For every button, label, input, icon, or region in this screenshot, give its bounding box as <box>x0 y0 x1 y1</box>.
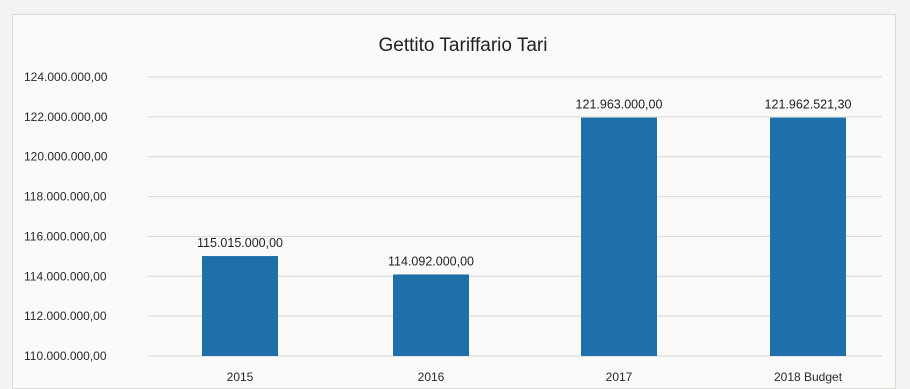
y-axis: 110.000.000,00 112.000.000,00 114.000.000,… <box>24 70 108 363</box>
y-tick-label: 114.000.000,00 <box>24 269 107 283</box>
y-tick-label: 116.000.000,00 <box>24 229 107 243</box>
bar <box>770 117 846 357</box>
bars <box>202 117 846 357</box>
chart-title: Gettito Tariffario Tari <box>379 35 548 56</box>
y-tick-label: 110.000.000,00 <box>24 349 107 363</box>
data-label: 121.962.521,30 <box>765 98 852 112</box>
data-labels: 115.015.000,00 114.092.000,00 121.963.000,… <box>197 98 851 269</box>
bar <box>581 117 657 356</box>
y-tick-label: 122.000.000,00 <box>24 110 108 124</box>
x-tick-label: 2017 <box>606 370 633 384</box>
y-tick-label: 118.000.000,00 <box>24 190 107 204</box>
data-label: 121.963.000,00 <box>576 98 663 112</box>
bar <box>202 256 278 356</box>
bar <box>393 274 469 356</box>
y-tick-label: 120.000.000,00 <box>24 150 108 164</box>
x-axis: 2015 2016 2017 2018 Budget <box>227 370 843 384</box>
data-label: 115.015.000,00 <box>197 236 283 250</box>
x-tick-label: 2016 <box>418 370 445 384</box>
x-tick-label: 2015 <box>227 370 254 384</box>
y-tick-label: 112.000.000,00 <box>24 309 107 323</box>
data-label: 114.092.000,00 <box>388 254 474 268</box>
y-tick-label: 124.000.000,00 <box>24 70 108 84</box>
x-tick-label: 2018 Budget <box>774 370 843 384</box>
